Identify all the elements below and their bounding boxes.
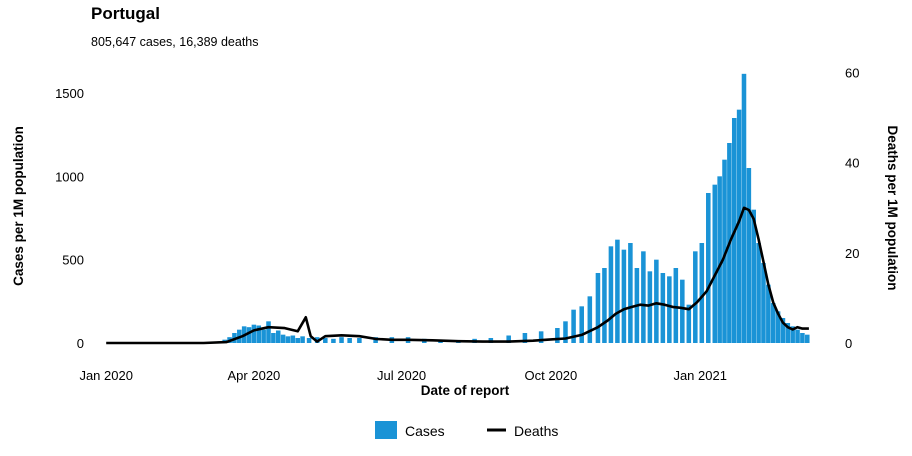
x-tick-label: Oct 2020 (525, 368, 578, 383)
cases-bar (339, 337, 344, 343)
left-y-ticks: 0 500 1000 1500 (55, 86, 84, 351)
cases-bar (266, 321, 271, 343)
cases-bar (686, 304, 692, 343)
cases-bar (761, 263, 766, 343)
x-ticks: Jan 2020 Apr 2020 Jul 2020 Oct 2020 Jan 2021 (79, 368, 727, 383)
y2-axis-title: Deaths per 1M population (885, 125, 900, 290)
cases-bar (295, 338, 300, 343)
cases-bar (538, 331, 544, 343)
cases-bar (595, 273, 601, 343)
cases-bar (587, 296, 593, 343)
cases-bar (712, 184, 718, 343)
y-axis-title: Cases per 1M population (11, 126, 26, 286)
cases-bar (579, 306, 584, 343)
cases-bar (647, 271, 653, 343)
cases-bar (621, 249, 627, 343)
x-tick-label: Jan 2021 (673, 368, 727, 383)
cases-bar (706, 193, 711, 343)
y2-tick-label: 0 (845, 336, 852, 351)
y2-tick-label: 20 (845, 246, 859, 261)
x-tick-label: Jul 2020 (377, 368, 426, 383)
cases-bars (207, 73, 810, 343)
cases-bar (693, 251, 698, 343)
x-tick-label: Jan 2020 (79, 368, 133, 383)
cases-bar (256, 325, 262, 343)
cases-bar (785, 323, 791, 343)
cases-bar (722, 159, 727, 343)
legend: Cases Deaths (375, 421, 558, 439)
y2-tick-label: 40 (845, 156, 859, 171)
cases-bar (261, 329, 266, 343)
cases-bar (571, 309, 576, 343)
deaths-line (106, 206, 809, 345)
cases-bar (300, 336, 305, 343)
x-tick-label: Apr 2020 (228, 368, 281, 383)
cases-bar (246, 327, 252, 343)
cases-bar (615, 239, 620, 343)
cases-bar (331, 338, 336, 343)
cases-bar (717, 176, 722, 343)
cases-bar (506, 335, 511, 343)
y2-tick-label: 60 (845, 66, 859, 81)
cases-bar (699, 243, 705, 343)
cases-bar (608, 246, 614, 343)
y-tick-label: 1000 (55, 169, 84, 184)
cases-bar (756, 243, 761, 343)
cases-bar (667, 276, 672, 343)
cases-bar (323, 338, 328, 343)
cases-bar (290, 335, 296, 343)
cases-bar (628, 243, 633, 343)
cases-bar (563, 321, 568, 343)
cases-bar (746, 168, 752, 343)
cases-bar (602, 268, 607, 343)
cases-bar (680, 279, 685, 343)
cases-bar (790, 326, 795, 343)
cases-bar (770, 303, 776, 343)
cases-bar (280, 334, 286, 343)
cases-bar (271, 333, 276, 343)
cases-bar (766, 284, 771, 343)
cases-bar (251, 324, 257, 343)
cases-bar (795, 329, 800, 343)
cases-bar (555, 328, 560, 343)
x-axis-title: Date of report (421, 383, 510, 398)
legend-deaths-label: Deaths (514, 423, 558, 439)
cases-bar (780, 318, 786, 343)
right-y-ticks: 0 20 40 60 (845, 66, 859, 352)
cases-bar (751, 209, 756, 343)
legend-cases-label: Cases (405, 423, 445, 439)
cases-bar (775, 311, 781, 343)
cases-bar (347, 338, 352, 343)
cases-bar (522, 333, 528, 343)
cases-bar (736, 109, 742, 343)
y-tick-label: 1500 (55, 86, 84, 101)
cases-bar (800, 333, 805, 343)
cases-bar (285, 336, 291, 343)
cases-bar (641, 251, 646, 343)
cases-bar (306, 338, 312, 343)
chart-title: Portugal (91, 4, 160, 23)
cases-bar (805, 334, 810, 343)
cases-bar (275, 330, 281, 343)
cases-bar (654, 259, 659, 343)
y-tick-label: 500 (62, 253, 84, 268)
cases-bar (660, 273, 666, 343)
legend-cases-swatch (375, 421, 397, 439)
y-tick-label: 0 (77, 336, 84, 351)
cases-bar (357, 338, 362, 343)
chart-subtitle: 805,647 cases, 16,389 deaths (91, 35, 259, 49)
cases-bar (673, 268, 679, 343)
